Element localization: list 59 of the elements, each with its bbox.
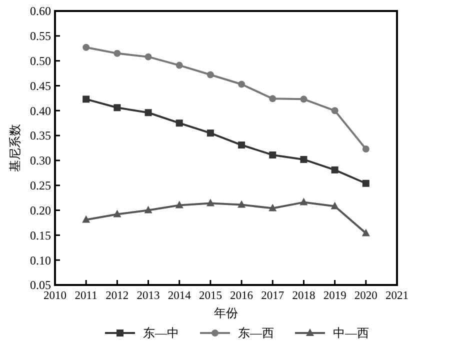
point <box>175 200 184 208</box>
x-tick-label: 2018 <box>292 290 316 302</box>
point <box>176 62 183 69</box>
x-tick-label: 2012 <box>106 290 129 302</box>
y-tick-label: 0.45 <box>30 78 51 93</box>
point <box>206 198 214 206</box>
point <box>362 228 370 236</box>
point <box>206 130 214 137</box>
x-tick-label: 2021 <box>386 290 409 302</box>
y-tick-label: 0.40 <box>30 104 51 118</box>
y-tick-label: 0.15 <box>30 228 51 242</box>
point <box>238 80 246 88</box>
y-tick-label: 0.25 <box>30 178 51 193</box>
point <box>300 156 308 163</box>
point <box>114 104 121 112</box>
point <box>300 96 308 103</box>
x-tick-label: 2019 <box>323 290 347 302</box>
point <box>362 180 370 187</box>
y-tick-label: 0.50 <box>30 54 51 68</box>
point <box>238 200 246 208</box>
point <box>144 206 152 214</box>
legend-label: 东—西 <box>238 326 274 340</box>
y-tick-label: 0.10 <box>30 253 51 268</box>
x-tick-label: 2015 <box>198 290 222 302</box>
point <box>268 204 277 212</box>
x-axis-title: 年份 <box>214 306 238 320</box>
point <box>82 96 90 103</box>
point <box>113 210 122 218</box>
point <box>238 142 246 149</box>
point <box>176 120 183 127</box>
point <box>269 151 276 158</box>
point <box>330 202 339 210</box>
point <box>362 145 370 152</box>
point <box>331 166 338 174</box>
point <box>114 50 121 57</box>
x-tick-label: 2016 <box>230 290 254 302</box>
x-tick-label: 2017 <box>261 290 284 302</box>
x-tick-label: 2020 <box>354 290 378 302</box>
y-tick-label: 0.55 <box>30 29 51 44</box>
legend-label: 中—西 <box>333 326 369 340</box>
point <box>206 71 214 78</box>
point <box>144 53 152 60</box>
point <box>82 215 90 223</box>
point <box>300 198 308 206</box>
point <box>269 95 276 102</box>
x-tick-label: 2014 <box>168 290 192 302</box>
x-tick-label: 2010 <box>44 290 67 302</box>
y-tick-label: 0.20 <box>30 203 51 218</box>
x-tick-label: 2013 <box>136 290 160 302</box>
y-tick-label: 0.60 <box>30 4 51 18</box>
legend-label: 东—中 <box>143 326 179 340</box>
point <box>144 109 152 116</box>
y-tick-label: 0.35 <box>30 128 51 143</box>
y-tick-label: 0.30 <box>30 154 51 168</box>
point <box>331 107 338 114</box>
point <box>82 44 90 51</box>
y-axis-title: 基尼系数 <box>8 124 22 172</box>
y-tick-label: 0.05 <box>30 278 51 292</box>
x-tick-label: 2011 <box>74 290 98 302</box>
